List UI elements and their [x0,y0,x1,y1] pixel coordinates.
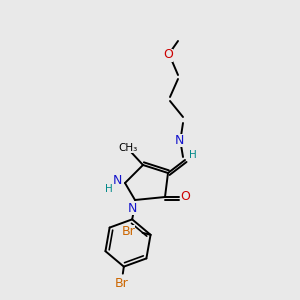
Text: CH₃: CH₃ [118,143,138,153]
Text: Br: Br [115,277,129,290]
Text: N: N [127,202,137,214]
Text: N: N [112,175,122,188]
Text: O: O [163,49,173,62]
Text: N: N [174,134,184,146]
Text: Br: Br [122,225,135,238]
Text: O: O [180,190,190,203]
Text: H: H [189,150,197,160]
Text: H: H [105,184,113,194]
